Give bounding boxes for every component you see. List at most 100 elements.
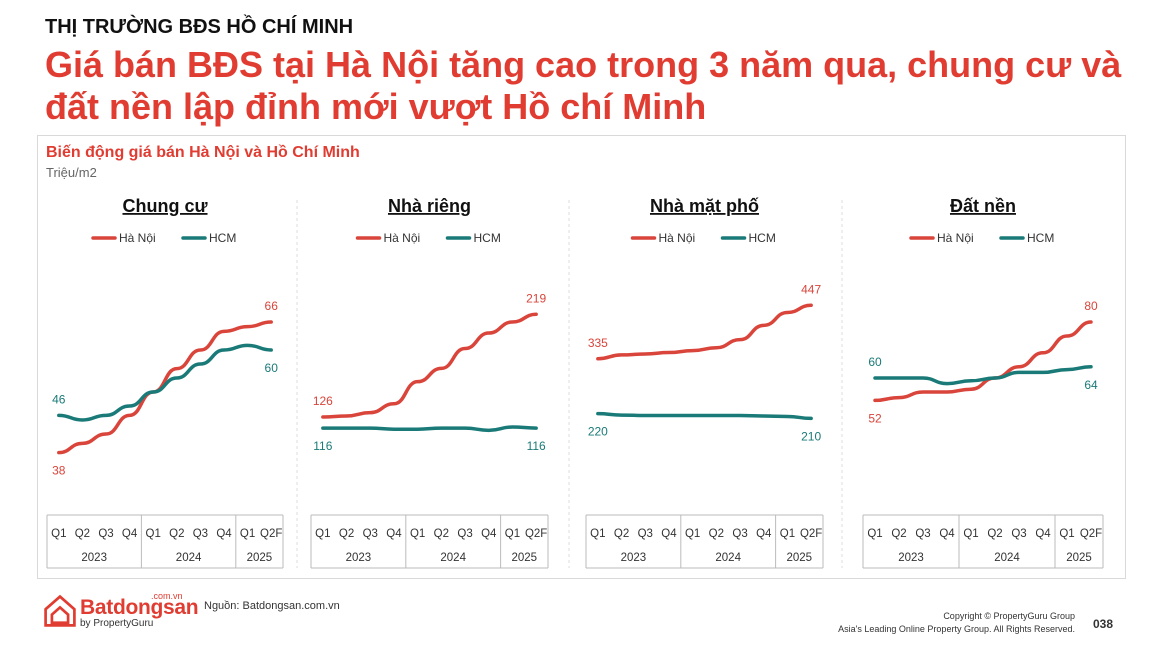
- data-label-3-1-9: 64: [1084, 378, 1098, 392]
- year-label-0-0: 2023: [81, 552, 107, 564]
- x-tick-label-1-6: Q3: [457, 528, 472, 540]
- year-label-3-1: 2024: [994, 552, 1020, 564]
- copyright-line-1: Copyright © PropertyGuru Group: [943, 611, 1075, 621]
- chart-section-title: Biến động giá bán Hà Nội và Hồ Chí Minh: [46, 144, 360, 161]
- x-tick-label-2-3: Q4: [661, 528, 677, 540]
- x-tick-label-1-3: Q4: [386, 528, 402, 540]
- data-label-0-0-9: 66: [265, 299, 279, 313]
- x-tick-label-2-7: Q4: [756, 528, 772, 540]
- x-tick-label-1-8: Q1: [505, 528, 520, 540]
- x-tick-label-0-1: Q2: [75, 528, 90, 540]
- data-label-3-0-9: 80: [1084, 299, 1098, 313]
- x-tick-label-3-1: Q2: [891, 528, 906, 540]
- x-tick-label-1-1: Q2: [339, 528, 354, 540]
- x-tick-label-3-2: Q3: [915, 528, 930, 540]
- series-line-2-0: [596, 303, 813, 361]
- data-label-2-0-9: 447: [801, 282, 821, 296]
- x-tick-label-1-2: Q3: [363, 528, 378, 540]
- x-tick-label-1-5: Q2: [434, 528, 449, 540]
- data-label-2-0-0: 335: [588, 336, 608, 350]
- data-label-1-0-0: 126: [313, 394, 333, 408]
- data-label-0-1-9: 60: [265, 361, 279, 375]
- logo-wordmark: Batdongsan: [80, 596, 199, 619]
- legend-label-2-1: HCM: [749, 231, 776, 245]
- series-line-3-1: [873, 365, 1093, 386]
- x-tick-label-1-7: Q4: [481, 528, 497, 540]
- chart-unit-label: Triệu/m2: [46, 165, 97, 180]
- x-tick-label-3-7: Q4: [1035, 528, 1051, 540]
- x-tick-label-0-0: Q1: [51, 528, 66, 540]
- x-tick-label-2-2: Q3: [638, 528, 653, 540]
- x-tick-label-0-8: Q1: [240, 528, 255, 540]
- x-tick-label-2-6: Q3: [732, 528, 747, 540]
- data-label-1-1-9: 116: [527, 439, 546, 453]
- x-tick-label-0-4: Q1: [146, 528, 161, 540]
- x-tick-label-3-3: Q4: [939, 528, 955, 540]
- logo-byline: by PropertyGuru: [80, 618, 154, 629]
- data-label-2-1-0: 220: [588, 425, 608, 439]
- data-label-1-1-0: 116: [313, 439, 332, 453]
- series-line-0-0: [57, 320, 273, 455]
- panel-title-1: Nhà riêng: [388, 196, 471, 216]
- legend-label-1-0: Hà Nội: [384, 231, 421, 245]
- x-tick-label-0-6: Q3: [193, 528, 208, 540]
- year-label-0-2: 2025: [247, 552, 273, 564]
- year-label-3-0: 2023: [898, 552, 924, 564]
- legend-label-2-0: Hà Nội: [659, 231, 696, 245]
- x-tick-label-0-2: Q3: [98, 528, 113, 540]
- x-tick-label-1-9: Q2F: [525, 528, 547, 540]
- x-tick-label-2-1: Q2: [614, 528, 629, 540]
- panel-title-0: Chung cư: [122, 196, 208, 216]
- x-tick-label-3-4: Q1: [963, 528, 978, 540]
- year-label-1-2: 2025: [512, 552, 538, 564]
- year-label-2-2: 2025: [787, 552, 813, 564]
- x-tick-label-2-9: Q2F: [800, 528, 822, 540]
- data-label-3-1-0: 60: [868, 355, 882, 369]
- copyright-line-2: Asia's Leading Online Property Group. Al…: [838, 624, 1075, 634]
- year-label-1-1: 2024: [440, 552, 466, 564]
- data-label-3-0-0: 52: [868, 411, 882, 425]
- x-tick-label-3-5: Q2: [987, 528, 1002, 540]
- legend-label-0-1: HCM: [209, 231, 236, 245]
- x-tick-label-0-9: Q2F: [260, 528, 282, 540]
- x-tick-label-0-7: Q4: [216, 528, 232, 540]
- page-number: 038: [1093, 617, 1114, 631]
- series-line-1-1: [321, 425, 538, 433]
- year-label-3-2: 2025: [1066, 552, 1092, 564]
- legend-label-3-0: Hà Nội: [937, 231, 974, 245]
- x-tick-label-0-5: Q2: [169, 528, 184, 540]
- x-tick-label-1-0: Q1: [315, 528, 330, 540]
- x-tick-label-1-4: Q1: [410, 528, 425, 540]
- series-line-3-0: [873, 320, 1093, 403]
- chart-frame: [37, 135, 1126, 579]
- series-line-2-1: [596, 411, 813, 421]
- x-tick-label-0-3: Q4: [122, 528, 138, 540]
- x-tick-label-2-0: Q1: [590, 528, 605, 540]
- x-tick-label-3-8: Q1: [1059, 528, 1074, 540]
- year-label-2-1: 2024: [715, 552, 741, 564]
- panel-title-2: Nhà mặt phố: [650, 196, 759, 216]
- source-note: Nguồn: Batdongsan.com.vn: [204, 600, 340, 612]
- page-headline: Giá bán BĐS tại Hà Nội tăng cao trong 3 …: [45, 44, 1122, 127]
- logo-domain: .com.vn: [151, 591, 183, 601]
- legend-label-0-0: Hà Nội: [119, 231, 156, 245]
- batdongsan-logo-icon: [44, 594, 76, 627]
- data-label-0-1-0: 46: [52, 392, 66, 406]
- year-label-2-0: 2023: [621, 552, 647, 564]
- x-tick-label-2-4: Q1: [685, 528, 700, 540]
- x-tick-label-2-8: Q1: [780, 528, 795, 540]
- legend-label-1-1: HCM: [474, 231, 501, 245]
- x-tick-label-3-6: Q3: [1011, 528, 1026, 540]
- year-label-1-0: 2023: [346, 552, 372, 564]
- panel-title-3: Đất nền: [950, 196, 1016, 216]
- legend-label-3-1: HCM: [1027, 231, 1054, 245]
- x-tick-label-3-9: Q2F: [1080, 528, 1102, 540]
- data-label-0-0-0: 38: [52, 464, 66, 478]
- x-tick-label-2-5: Q2: [709, 528, 724, 540]
- x-tick-label-3-0: Q1: [867, 528, 882, 540]
- series-line-0-1: [57, 343, 273, 422]
- data-label-1-0-9: 219: [526, 291, 546, 305]
- data-label-2-1-9: 210: [801, 429, 821, 443]
- series-line-1-0: [321, 312, 538, 419]
